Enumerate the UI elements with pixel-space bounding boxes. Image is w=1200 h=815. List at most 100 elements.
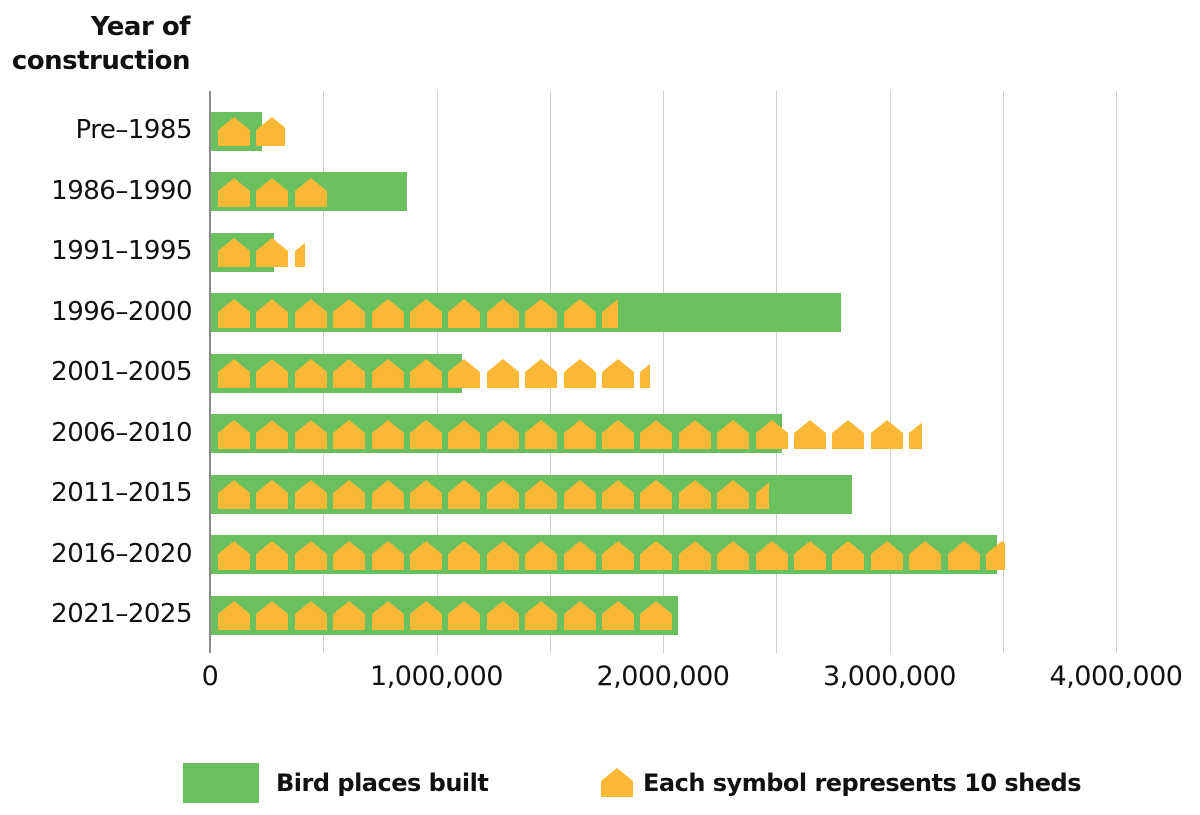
- house-symbol-icon: [294, 238, 305, 267]
- house-symbol-icon: [371, 298, 404, 328]
- house-symbol-icon: [294, 540, 327, 570]
- house-symbol-icon: [448, 480, 481, 509]
- house-symbol-icon: [640, 540, 673, 570]
- house-symbol-icon: [256, 480, 289, 509]
- house-symbol-icon: [602, 298, 618, 328]
- x-tick-label: 0: [201, 661, 219, 692]
- house-symbol-icon: [218, 177, 250, 207]
- house-symbol-icon: [563, 480, 596, 509]
- house-symbol-icon: [294, 359, 327, 388]
- house-symbol-icon: [218, 540, 250, 570]
- category-label: 1986–1990: [51, 175, 192, 206]
- house-symbol-icon: [256, 601, 289, 630]
- house-symbol-icon: [410, 419, 442, 449]
- house-symbol-icon: [218, 419, 250, 449]
- gridline: [776, 91, 778, 653]
- house-symbol-icon: [678, 540, 711, 570]
- x-tick-label: 3,000,000: [823, 661, 956, 692]
- house-symbol-icon: [218, 298, 250, 328]
- category-label: 2021–2025: [51, 599, 192, 629]
- y-axis-title-line2: construction: [11, 46, 191, 76]
- house-symbol-icon: [525, 540, 558, 570]
- house-symbol-icon: [601, 768, 633, 801]
- house-symbol-icon: [371, 601, 404, 630]
- house-symbol-icon: [563, 419, 596, 449]
- house-symbol-icon: [755, 480, 769, 509]
- house-symbol-icon: [256, 419, 289, 449]
- house-symbol-icon: [294, 419, 327, 449]
- house-symbol-icon: [678, 480, 711, 509]
- house-symbol-icon: [525, 601, 558, 630]
- house-symbol-icon: [602, 359, 634, 388]
- house-symbol-icon: [410, 298, 442, 328]
- house-symbol-icon: [371, 480, 404, 509]
- category-label: 2016–2020: [51, 538, 192, 569]
- house-symbol-icon: [947, 540, 980, 570]
- bar: [211, 595, 678, 635]
- house-symbol-icon: [602, 601, 634, 630]
- house-symbol-icon: [832, 540, 865, 570]
- house-symbol-icon: [486, 419, 519, 449]
- house-symbol-icon: [602, 540, 634, 570]
- x-tick-label: 1,000,000: [370, 661, 503, 692]
- house-symbol-icon: [909, 420, 923, 449]
- house-symbol-icon: [256, 298, 289, 328]
- house-symbol-icon: [870, 540, 903, 570]
- x-tick-label: 4,000,000: [1049, 661, 1183, 692]
- gridline: [889, 91, 891, 653]
- house-symbol-icon: [333, 540, 366, 570]
- house-symbol-icon: [717, 540, 750, 570]
- category-label: Pre–1985: [75, 115, 192, 145]
- category-label: 1996–2000: [51, 296, 192, 327]
- house-symbol-icon: [294, 480, 327, 509]
- house-symbol-icon: [525, 298, 558, 328]
- house-symbol-icon: [717, 480, 750, 509]
- category-label: 2006–2010: [51, 417, 192, 448]
- house-symbol-icon: [256, 177, 289, 207]
- house-symbol-icon: [294, 601, 327, 630]
- house-symbol-icon: [371, 359, 404, 388]
- house-symbol-icon: [486, 359, 519, 388]
- house-symbol-icon: [256, 238, 289, 267]
- x-tick-label: 2,000,000: [596, 661, 730, 692]
- house-symbol-icon: [525, 480, 558, 509]
- y-axis-title: Year of construction: [11, 10, 191, 78]
- house-symbol-icon: [563, 298, 596, 328]
- house-symbol-icon: [410, 480, 442, 509]
- house-symbol-icon: [678, 419, 711, 449]
- house-symbol-icon: [410, 540, 442, 570]
- house-symbol-icon: [525, 359, 558, 388]
- gridline: [1116, 91, 1117, 653]
- house-symbol-icon: [755, 419, 788, 449]
- house-symbol-icon: [486, 298, 519, 328]
- category-label: 2001–2005: [51, 357, 192, 387]
- house-symbol-icon: [640, 419, 673, 449]
- house-symbol-icon: [256, 540, 289, 570]
- house-symbol-icon: [294, 177, 327, 207]
- house-symbol-icon: [410, 601, 442, 630]
- house-symbol-icon: [333, 480, 366, 509]
- category-label: 1991–1995: [51, 236, 192, 266]
- house-symbol-icon: [832, 419, 865, 449]
- house-symbol-icon: [218, 238, 250, 267]
- house-symbol-icon: [640, 480, 673, 509]
- house-symbol-icon: [563, 540, 596, 570]
- house-symbol-icon: [333, 298, 366, 328]
- house-symbol-icon: [486, 540, 519, 570]
- house-symbol-icon: [602, 419, 634, 449]
- house-symbol-icon: [448, 540, 481, 570]
- house-symbol-icon: [218, 117, 250, 146]
- house-symbol-icon: [218, 480, 250, 509]
- house-symbol-icon: [448, 419, 481, 449]
- house-symbol-icon: [448, 601, 481, 630]
- house-symbol-icon: [640, 601, 673, 630]
- house-symbol-icon: [333, 601, 366, 630]
- house-symbol-icon: [909, 540, 942, 570]
- y-axis-title-line1: Year of: [90, 12, 191, 42]
- y-axis-line: [209, 91, 211, 653]
- house-symbol-icon: [333, 359, 366, 388]
- house-symbol-icon: [218, 601, 250, 630]
- house-symbol-icon: [563, 601, 596, 630]
- legend-bar-label: Bird places built: [276, 769, 489, 797]
- house-symbol-icon: [640, 359, 651, 388]
